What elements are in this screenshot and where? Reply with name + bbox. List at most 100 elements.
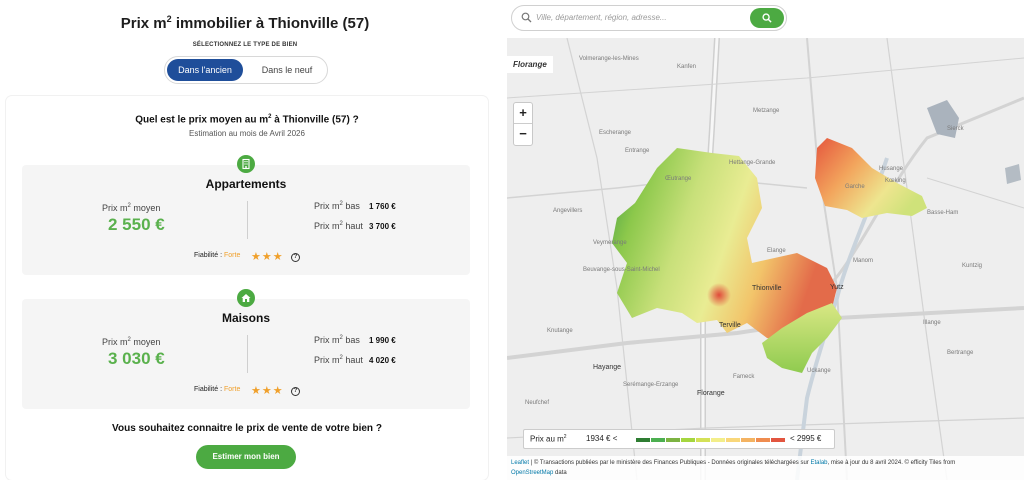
map-label: Hayange bbox=[593, 364, 622, 371]
map[interactable]: Florange + − Volmerange-les-Mines Kanfen… bbox=[507, 38, 1024, 480]
houses-high-label-text: Prix m bbox=[314, 355, 340, 365]
apartments-avg-value: 2 550 € bbox=[108, 215, 165, 234]
map-label: Escherange bbox=[599, 130, 632, 136]
houses-stars: ★★★ bbox=[251, 385, 284, 397]
legend-low: 1934 € < bbox=[586, 434, 618, 443]
apartments-high-label-suffix: haut bbox=[342, 221, 363, 231]
legend-swatch bbox=[726, 438, 740, 442]
attribution-text-2: , mise à jour du 8 avril 2024. © efficit… bbox=[827, 460, 956, 466]
price-question-suffix: à Thionville (57) ? bbox=[271, 114, 359, 126]
map-label: Garche bbox=[845, 184, 865, 190]
map-label: Basse-Ham bbox=[927, 210, 959, 216]
legend-swatch bbox=[771, 438, 785, 442]
houses-title: Maisons bbox=[221, 311, 270, 325]
etalab-link[interactable]: Etalab bbox=[810, 460, 828, 466]
apartments-high-label: Prix m2 haut bbox=[314, 221, 363, 231]
apartments-low-label-suffix: bas bbox=[342, 201, 360, 211]
map-label: Beuvange-sous-Saint-Michel bbox=[583, 267, 660, 273]
apartments-stars: ★★★ bbox=[251, 251, 284, 263]
hotspot bbox=[707, 283, 731, 307]
map-label: Knutange bbox=[547, 328, 573, 334]
apartments-avg-label-suffix: moyen bbox=[130, 203, 161, 213]
apartments-title: Appartements bbox=[205, 177, 287, 191]
house-icon bbox=[237, 289, 255, 307]
apartments-avg-label: Prix m2 moyen bbox=[102, 203, 160, 213]
houses-high-label-suffix: haut bbox=[342, 355, 363, 365]
osm-link[interactable]: OpenStreetMap bbox=[511, 470, 554, 476]
map-label: Angevillers bbox=[553, 208, 583, 214]
attribution-text-1: | © Transactions publiées par le ministè… bbox=[529, 460, 811, 466]
legend-high: < 2995 € bbox=[790, 434, 822, 443]
apartments-reliability-label: Fiabilité : bbox=[194, 252, 223, 259]
map-label: Kœking bbox=[885, 178, 906, 184]
houses-avg-label-suffix: moyen bbox=[130, 337, 161, 347]
legend-swatch bbox=[741, 438, 755, 442]
leaflet-link[interactable]: Leaflet bbox=[511, 460, 530, 466]
price-question: Quel est le prix moyen au m2 à Thionvill… bbox=[6, 114, 488, 125]
apartments-avg-label-text: Prix m bbox=[102, 203, 128, 213]
page-title-prefix: Prix m bbox=[120, 15, 167, 32]
houses-low-label: Prix m2 bas bbox=[314, 335, 360, 345]
map-legend: Prix au m2 1934 € < < 2995 € bbox=[523, 429, 835, 449]
map-label: Volmerange-les-Mines bbox=[579, 56, 639, 62]
legend-title-sup: 2 bbox=[563, 434, 567, 440]
apartments-low-label-text: Prix m bbox=[314, 201, 340, 211]
sell-question: Vous souhaitez connaitre le prix de vent… bbox=[112, 423, 382, 434]
map-label: Fameck bbox=[733, 374, 755, 380]
page-title-sup: 2 bbox=[166, 14, 172, 24]
search-icon bbox=[762, 13, 772, 23]
houses-avg-label: Prix m2 moyen bbox=[102, 337, 160, 347]
apartments-high-value: 3 700 € bbox=[369, 222, 396, 231]
houses-avg-label-sup: 2 bbox=[127, 337, 131, 343]
map-label: Neufchef bbox=[525, 400, 550, 406]
map-label: Manom bbox=[853, 258, 874, 264]
zoom-controls: + − bbox=[513, 102, 533, 146]
price-question-sup: 2 bbox=[268, 114, 272, 120]
houses-high-label-sup: 2 bbox=[339, 355, 343, 361]
houses-avg-label-text: Prix m bbox=[102, 337, 128, 347]
houses-box: Maisons Prix m2 moyen 3 030 € Prix m2 ba… bbox=[22, 289, 470, 409]
map-label: Terville bbox=[719, 322, 741, 329]
map-label: Kanfen bbox=[677, 64, 697, 70]
apartments-low-value: 1 760 € bbox=[369, 202, 396, 211]
legend-swatch bbox=[681, 438, 695, 442]
houses-high-value: 4 020 € bbox=[369, 356, 396, 365]
estimate-button[interactable]: Estimer mon bien bbox=[196, 445, 296, 469]
toggle-ancien[interactable]: Dans l'ancien bbox=[167, 59, 243, 81]
map-attribution: Leaflet | © Transactions publiées par le… bbox=[507, 456, 1024, 480]
search-input[interactable]: Ville, département, région, adresse... bbox=[536, 13, 667, 22]
map-label: Kuntzig bbox=[962, 263, 983, 269]
search-bar: Ville, département, région, adresse... bbox=[511, 5, 787, 31]
zoom-in-button[interactable]: + bbox=[514, 103, 532, 124]
commune-thionville bbox=[612, 148, 837, 343]
legend-swatch bbox=[711, 438, 725, 442]
legend-title: Prix au m2 bbox=[530, 434, 567, 444]
toggle-neuf[interactable]: Dans le neuf bbox=[261, 65, 313, 75]
map-label: Metzange bbox=[753, 108, 780, 114]
help-icon[interactable]: ? bbox=[291, 253, 300, 262]
apartments-reliability-level: Forte bbox=[224, 252, 241, 259]
estimate-date: Estimation au mois de Avril 2026 bbox=[189, 129, 305, 138]
houses-divider bbox=[247, 335, 248, 373]
help-icon[interactable]: ? bbox=[291, 387, 300, 396]
houses-avg-value: 3 030 € bbox=[108, 349, 165, 368]
legend-swatch bbox=[756, 438, 770, 442]
lake bbox=[1005, 164, 1021, 184]
legend-swatch bbox=[636, 438, 650, 442]
map-label: Veymerange bbox=[593, 240, 627, 246]
zoom-out-button[interactable]: − bbox=[519, 126, 527, 141]
apartments-reliability: Fiabilité : Forte bbox=[194, 252, 240, 259]
price-question-prefix: Quel est le prix moyen au m bbox=[135, 114, 269, 126]
map-label: Hettange-Grande bbox=[729, 160, 776, 166]
houses-reliability: Fiabilité : Forte bbox=[194, 386, 240, 393]
search-button[interactable] bbox=[750, 8, 784, 28]
map-label: Entrange bbox=[625, 148, 650, 154]
map-label: Florange bbox=[697, 390, 725, 397]
search-icon bbox=[521, 12, 532, 23]
city-tag: Florange bbox=[507, 56, 553, 73]
map-label: Thionville bbox=[752, 285, 782, 292]
apartments-high-label-sup: 2 bbox=[339, 221, 343, 227]
legend-swatch bbox=[651, 438, 665, 442]
page-title-suffix: immobilier à Thionville (57) bbox=[171, 15, 370, 32]
apartments-low-label-sup: 2 bbox=[339, 201, 343, 207]
